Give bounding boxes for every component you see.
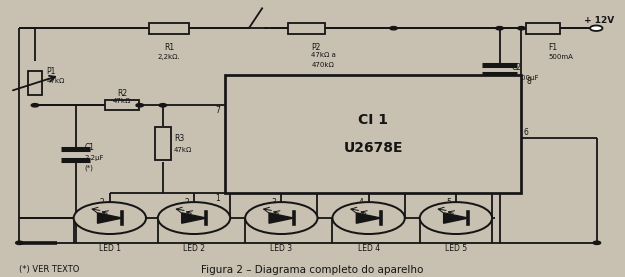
Text: (*) VER TEXTO: (*) VER TEXTO (19, 265, 80, 274)
Circle shape (16, 241, 23, 245)
Circle shape (136, 104, 144, 107)
FancyBboxPatch shape (288, 23, 325, 34)
Text: R3: R3 (174, 134, 184, 143)
Polygon shape (182, 213, 206, 223)
FancyBboxPatch shape (225, 75, 521, 193)
Text: C2: C2 (512, 63, 522, 72)
Text: R1: R1 (164, 43, 174, 52)
Text: P1: P1 (46, 67, 56, 76)
Text: F1: F1 (548, 43, 558, 52)
Text: 1: 1 (216, 194, 220, 203)
Text: LED 1: LED 1 (99, 245, 121, 253)
Text: 6: 6 (524, 128, 529, 137)
Text: + 12V: + 12V (584, 16, 614, 25)
Text: 470kΩ: 470kΩ (311, 62, 334, 68)
FancyBboxPatch shape (28, 71, 42, 95)
Circle shape (332, 202, 405, 234)
Circle shape (518, 27, 525, 30)
Text: 47kΩ: 47kΩ (174, 147, 192, 153)
Circle shape (245, 202, 318, 234)
Polygon shape (356, 213, 381, 223)
Text: LED 3: LED 3 (270, 245, 292, 253)
Text: 7: 7 (216, 106, 220, 115)
Text: CI 1: CI 1 (358, 113, 388, 127)
Text: (*): (*) (84, 165, 93, 171)
Circle shape (74, 202, 146, 234)
Circle shape (159, 104, 167, 107)
Text: 47kΩ: 47kΩ (113, 98, 131, 104)
Text: 2,2kΩ.: 2,2kΩ. (158, 54, 181, 60)
Polygon shape (98, 213, 122, 223)
Text: U2678E: U2678E (344, 141, 403, 155)
Circle shape (158, 202, 230, 234)
Text: 5: 5 (446, 198, 451, 207)
Text: Figura 2 – Diagrama completo do aparelho: Figura 2 – Diagrama completo do aparelho (201, 265, 424, 275)
Circle shape (420, 202, 492, 234)
Circle shape (496, 27, 503, 30)
Circle shape (390, 27, 398, 30)
Text: R2: R2 (118, 89, 127, 98)
Text: P2: P2 (311, 43, 321, 52)
Text: LED 4: LED 4 (357, 245, 380, 253)
Text: 2: 2 (184, 198, 189, 207)
Polygon shape (444, 213, 468, 223)
FancyBboxPatch shape (155, 127, 171, 160)
Text: LED 5: LED 5 (445, 245, 467, 253)
FancyBboxPatch shape (105, 100, 139, 111)
FancyBboxPatch shape (149, 23, 189, 34)
Text: 3: 3 (271, 198, 276, 207)
Text: LED 2: LED 2 (183, 245, 205, 253)
Text: 500mA: 500mA (548, 54, 573, 60)
Circle shape (31, 104, 39, 107)
Text: 2,2μF: 2,2μF (84, 155, 104, 161)
Polygon shape (269, 213, 294, 223)
Text: 8: 8 (526, 77, 531, 86)
Text: 2: 2 (100, 198, 105, 207)
Text: 47kΩ: 47kΩ (46, 78, 64, 84)
Text: C1: C1 (84, 143, 94, 152)
Text: 1000μF: 1000μF (512, 75, 539, 81)
Text: 4: 4 (359, 198, 364, 207)
Circle shape (593, 241, 601, 245)
Text: 47kΩ a: 47kΩ a (311, 52, 336, 58)
Circle shape (590, 25, 602, 31)
FancyBboxPatch shape (526, 23, 561, 34)
